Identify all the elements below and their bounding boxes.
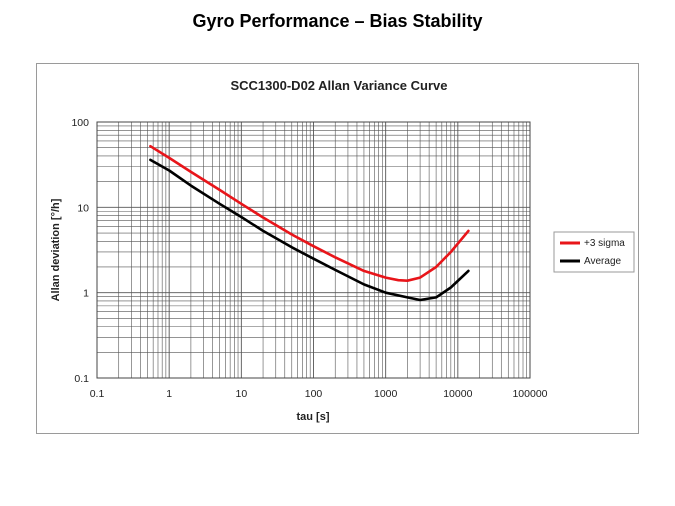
tick-labels: 0.1 1 10 100 1000 10000 100000 100 10 1 0.1 [71, 117, 547, 400]
x-tick-label: 0.1 [90, 388, 105, 400]
y-tick-label: 1 [83, 288, 89, 300]
y-tick-label: 100 [71, 117, 89, 129]
y-axis-label: Allan deviation [°/h] [50, 198, 62, 301]
chart-frame: SCC1300-D02 Allan Variance Curve 0.1 1 10 1… [36, 63, 639, 434]
legend-label-3-sigma: +3 sigma [584, 238, 625, 249]
x-tick-label: 10 [235, 388, 247, 400]
grid-layer [96, 121, 531, 379]
chart-title: SCC1300-D02 Allan Variance Curve [230, 78, 447, 93]
series-layer [149, 144, 470, 302]
series-line-average [149, 158, 470, 302]
legend-label-average: Average [584, 256, 622, 267]
y-tick-label: 0.1 [74, 373, 89, 385]
legend-box [553, 231, 635, 273]
series-line-3-sigma [149, 144, 470, 282]
x-tick-label: 10000 [443, 388, 472, 400]
x-tick-label: 1000 [374, 388, 398, 400]
legend: +3 sigma Average [553, 231, 635, 273]
allan-variance-chart: SCC1300-D02 Allan Variance Curve 0.1 1 10 1… [50, 78, 635, 423]
x-tick-label: 1 [166, 388, 172, 400]
plot-area-border [96, 121, 531, 379]
slide-title: Gyro Performance – Bias Stability [192, 11, 483, 31]
x-tick-label: 100000 [512, 388, 547, 400]
x-axis-label: tau [s] [297, 411, 330, 423]
y-tick-label: 10 [77, 202, 89, 214]
x-tick-label: 100 [305, 388, 323, 400]
